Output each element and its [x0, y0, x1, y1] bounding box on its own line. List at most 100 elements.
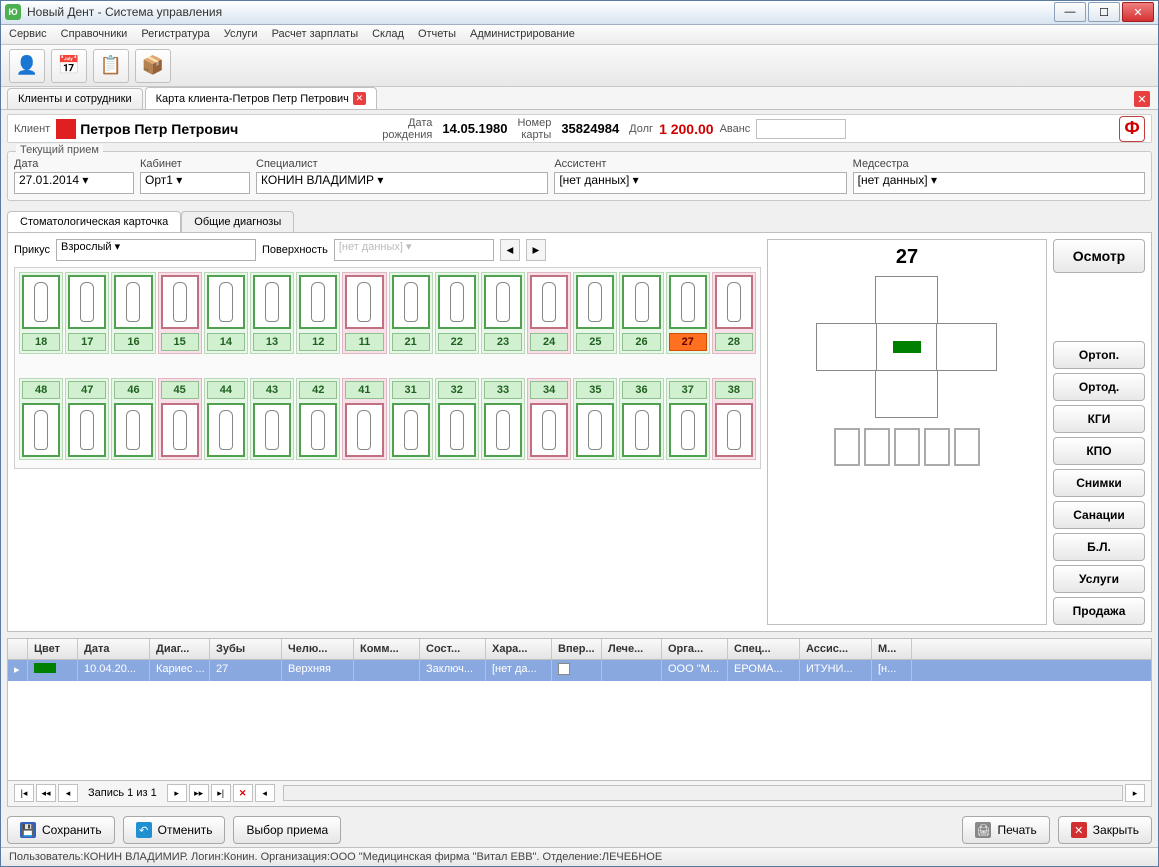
tooth-41[interactable]: 41	[342, 378, 386, 460]
cancel-button[interactable]: ↶Отменить	[123, 816, 226, 844]
tooth-25[interactable]: 25	[573, 272, 617, 354]
side-btn-sanation[interactable]: Санации	[1053, 501, 1145, 529]
tooth-43[interactable]: 43	[250, 378, 294, 460]
tooth-37[interactable]: 37	[666, 378, 710, 460]
grid-col-header[interactable]: Комм...	[354, 639, 420, 659]
root-box[interactable]	[894, 428, 920, 466]
avans-input[interactable]	[756, 119, 846, 139]
tooth-31[interactable]: 31	[389, 378, 433, 460]
grid-col-header[interactable]: М...	[872, 639, 912, 659]
pager-last[interactable]: ▸|	[211, 784, 231, 802]
grid-row[interactable]: ▸10.04.20...Кариес ...27ВерхняяЗаключ...…	[8, 660, 1151, 681]
tab-close-icon[interactable]: ✕	[353, 92, 366, 105]
tooth-48[interactable]: 48	[19, 378, 63, 460]
tab-client-card[interactable]: Карта клиента-Петров Петр Петрович✕	[145, 87, 377, 109]
pager-delete[interactable]: ✕	[233, 784, 253, 802]
ap-nurse-combo[interactable]: [нет данных] ▾	[853, 172, 1145, 194]
grid-col-header[interactable]: Цвет	[28, 639, 78, 659]
grid-col-header[interactable]: Сост...	[420, 639, 486, 659]
menu-admin[interactable]: Администрирование	[470, 28, 575, 40]
tab-clients[interactable]: Клиенты и сотрудники	[7, 88, 143, 109]
save-button[interactable]: 💾Сохранить	[7, 816, 115, 844]
tooth-36[interactable]: 36	[619, 378, 663, 460]
grid-col-header[interactable]: Лече...	[602, 639, 662, 659]
side-btn-images[interactable]: Снимки	[1053, 469, 1145, 497]
tool-user[interactable]: 👤	[9, 49, 45, 83]
subtab-dental-card[interactable]: Стоматологическая карточка	[7, 211, 181, 232]
side-btn-kpo[interactable]: КПО	[1053, 437, 1145, 465]
tooth-46[interactable]: 46	[111, 378, 155, 460]
side-btn-ortop[interactable]: Ортоп.	[1053, 341, 1145, 369]
phi-button[interactable]: Ф	[1119, 116, 1145, 142]
tooth-surface-grid[interactable]	[817, 277, 997, 418]
pager-scroll-right[interactable]: ▸	[1125, 784, 1145, 802]
tooth-14[interactable]: 14	[204, 272, 248, 354]
pager-prev[interactable]: ◂	[58, 784, 78, 802]
tooth-32[interactable]: 32	[435, 378, 479, 460]
pager-prev-page[interactable]: ◂◂	[36, 784, 56, 802]
tooth-35[interactable]: 35	[573, 378, 617, 460]
menu-warehouse[interactable]: Склад	[372, 28, 404, 40]
tooth-12[interactable]: 12	[296, 272, 340, 354]
grid-col-header[interactable]: Дата	[78, 639, 150, 659]
ap-date-combo[interactable]: 27.01.2014 ▾	[14, 172, 134, 194]
side-btn-sale[interactable]: Продажа	[1053, 597, 1145, 625]
close-button[interactable]: ✕Закрыть	[1058, 816, 1152, 844]
side-btn-bl[interactable]: Б.Л.	[1053, 533, 1145, 561]
grid-col-header[interactable]: Зубы	[210, 639, 282, 659]
grid-col-header[interactable]: Впер...	[552, 639, 602, 659]
select-visit-button[interactable]: Выбор приема	[233, 816, 341, 844]
pager-scroll-left[interactable]: ◂	[255, 784, 275, 802]
tooth-15[interactable]: 15	[158, 272, 202, 354]
grid-col-header[interactable]: Орга...	[662, 639, 728, 659]
side-btn-kgi[interactable]: КГИ	[1053, 405, 1145, 433]
surface-next-button[interactable]: ▸	[526, 239, 546, 261]
grid-col-header[interactable]: Челю...	[282, 639, 354, 659]
ap-spec-combo[interactable]: КОНИН ВЛАДИМИР ▾	[256, 172, 548, 194]
tooth-11[interactable]: 11	[342, 272, 386, 354]
tool-box[interactable]: 📦	[135, 49, 171, 83]
menu-salary[interactable]: Расчет зарплаты	[272, 28, 359, 40]
bite-select[interactable]: Взрослый ▾	[56, 239, 256, 261]
maximize-button[interactable]: ☐	[1088, 2, 1120, 22]
pager-first[interactable]: |◂	[14, 784, 34, 802]
ap-ass-combo[interactable]: [нет данных] ▾	[554, 172, 846, 194]
tooth-18[interactable]: 18	[19, 272, 63, 354]
side-btn-ortod[interactable]: Ортод.	[1053, 373, 1145, 401]
menu-reports[interactable]: Отчеты	[418, 28, 456, 40]
grid-col-header[interactable]: Ассис...	[800, 639, 872, 659]
pager-next-page[interactable]: ▸▸	[189, 784, 209, 802]
tooth-47[interactable]: 47	[65, 378, 109, 460]
tooth-22[interactable]: 22	[435, 272, 479, 354]
root-box[interactable]	[834, 428, 860, 466]
ap-cab-combo[interactable]: Орт1 ▾	[140, 172, 250, 194]
side-btn-services[interactable]: Услуги	[1053, 565, 1145, 593]
surface-select[interactable]: [нет данных] ▾	[334, 239, 494, 261]
tooth-21[interactable]: 21	[389, 272, 433, 354]
tooth-33[interactable]: 33	[481, 378, 525, 460]
tooth-38[interactable]: 38	[712, 378, 756, 460]
grid-col-header[interactable]: Хара...	[486, 639, 552, 659]
tooth-28[interactable]: 28	[712, 272, 756, 354]
menu-catalogs[interactable]: Справочники	[61, 28, 128, 40]
tooth-45[interactable]: 45	[158, 378, 202, 460]
tooth-23[interactable]: 23	[481, 272, 525, 354]
root-box[interactable]	[864, 428, 890, 466]
grid-col-header[interactable]: Спец...	[728, 639, 800, 659]
tooth-34[interactable]: 34	[527, 378, 571, 460]
side-btn-examination[interactable]: Осмотр	[1053, 239, 1145, 273]
tooth-16[interactable]: 16	[111, 272, 155, 354]
tool-clipboard[interactable]: 📋	[93, 49, 129, 83]
pager-scrollbar[interactable]	[283, 785, 1123, 801]
surface-prev-button[interactable]: ◂	[500, 239, 520, 261]
tooth-24[interactable]: 24	[527, 272, 571, 354]
tooth-42[interactable]: 42	[296, 378, 340, 460]
tool-calendar[interactable]: 📅	[51, 49, 87, 83]
minimize-button[interactable]: ―	[1054, 2, 1086, 22]
tooth-26[interactable]: 26	[619, 272, 663, 354]
grid-col-header[interactable]: Диаг...	[150, 639, 210, 659]
close-button[interactable]: ✕	[1122, 2, 1154, 22]
tooth-27[interactable]: 27	[666, 272, 710, 354]
menu-service[interactable]: Сервис	[9, 28, 47, 40]
tooth-44[interactable]: 44	[204, 378, 248, 460]
